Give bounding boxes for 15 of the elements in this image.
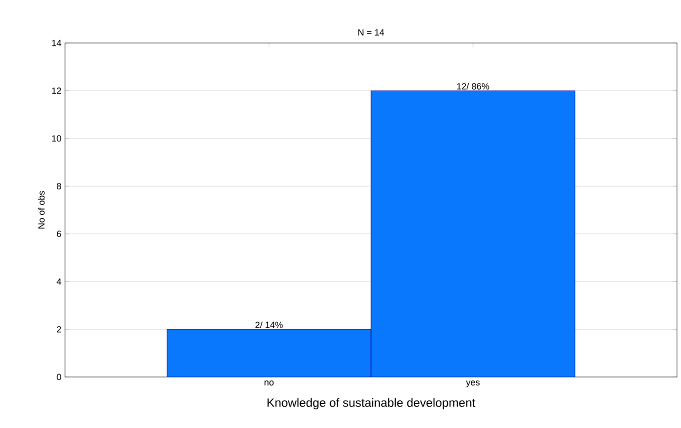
y-axis-title: No of obs [38, 191, 45, 229]
x-tick-label: no [264, 380, 274, 386]
x-axis-title: Knowledge of sustainable development [268, 398, 476, 410]
y-tick-label: 2 [56, 326, 62, 332]
y-tick-label: 14 [52, 40, 62, 46]
y-tick-label: 10 [52, 135, 62, 142]
y-tick-label: 0 [56, 374, 62, 380]
data-label: 12/ 86% [457, 82, 490, 90]
data-label: 2/ 14% [255, 321, 283, 328]
y-tick-label: 8 [56, 182, 62, 190]
y-tick-label: 6 [56, 230, 62, 238]
chart-title: N = 14 [358, 29, 384, 36]
x-tick-label: yes [466, 380, 480, 388]
y-tick-label: 4 [56, 278, 62, 285]
y-tick-label: 12 [52, 88, 62, 94]
